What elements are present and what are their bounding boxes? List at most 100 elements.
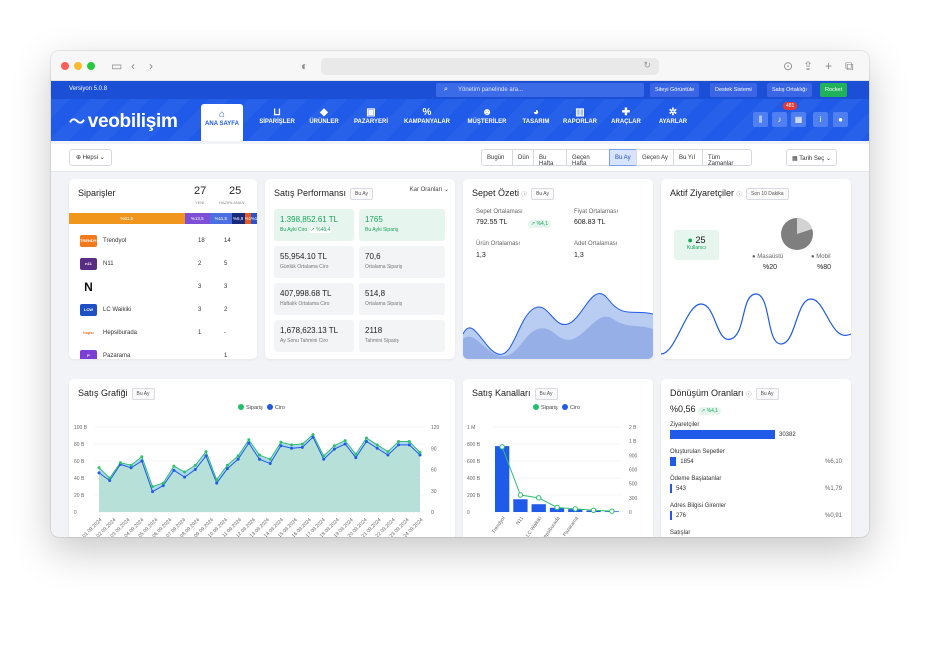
ciro-point[interactable] — [97, 471, 101, 475]
range-button-6[interactable]: Bu Yıl — [673, 149, 703, 166]
ciro-point[interactable] — [279, 444, 283, 448]
siparis-point[interactable] — [97, 466, 101, 470]
channel-bar[interactable] — [513, 499, 528, 512]
ciro-point[interactable] — [397, 443, 401, 447]
profit-select[interactable]: Kar Oranları ⌄ — [409, 187, 449, 193]
ciro-point[interactable] — [172, 468, 176, 472]
ciro-point[interactable] — [247, 441, 251, 445]
sales-chart-period[interactable]: Bu Ay — [131, 388, 155, 400]
siparis-point[interactable] — [517, 492, 524, 498]
help-icon[interactable]: ⓘ — [746, 392, 752, 398]
funnel-row[interactable]: Ödeme Başlatanlar 543 %1,79 — [670, 476, 842, 493]
ciro-point[interactable] — [365, 439, 368, 443]
nav-item-3[interactable]: ▣ PAZARYERİ — [349, 106, 393, 134]
performance-period[interactable]: Bu Ay — [350, 188, 374, 200]
marketplace-row[interactable]: n11 N11 2 5 — [78, 258, 248, 272]
ciro-point[interactable] — [225, 467, 229, 471]
rocket-button[interactable]: Rocket — [820, 83, 848, 97]
conversion-period[interactable]: Bu Ay — [755, 388, 779, 400]
share-segment[interactable]: %6,9 — [231, 213, 245, 224]
share-segment[interactable]: %1,9 — [250, 213, 257, 224]
range-button-4[interactable]: Bu Ay — [609, 149, 637, 166]
ciro-point[interactable] — [354, 456, 358, 460]
range-button-2[interactable]: Bu Hafta — [533, 149, 567, 167]
siparis-point[interactable] — [554, 504, 560, 511]
ciro-point[interactable] — [418, 453, 422, 457]
siparis-point[interactable] — [172, 464, 176, 468]
ciro-point[interactable] — [193, 468, 197, 471]
nav-item-8[interactable]: ✚ ARAÇLAR — [608, 106, 644, 134]
nav-item-6[interactable]: ◕ TASARIM — [519, 106, 553, 134]
siparis-point[interactable] — [225, 463, 229, 467]
siparis-point[interactable] — [499, 444, 505, 450]
apps-grid-button[interactable]: ▦ — [791, 112, 806, 127]
minimize-dot[interactable] — [74, 62, 82, 70]
info-button[interactable]: i — [813, 112, 828, 127]
help-icon[interactable]: ⓘ — [736, 192, 743, 198]
download-icon[interactable]: ⊙ — [783, 59, 794, 73]
nav-item-4[interactable]: % KAMPANYALAR — [400, 106, 454, 134]
marketplace-row[interactable]: LCW LC Waikiki 3 2 — [78, 304, 248, 318]
ciro-point[interactable] — [300, 445, 304, 449]
siparis-point[interactable] — [118, 461, 122, 465]
siparis-point[interactable] — [397, 439, 401, 443]
barcode-button[interactable]: ⫼ — [753, 112, 768, 127]
nav-item-0[interactable]: ⌂ ANA SAYFA — [201, 104, 243, 141]
nav-item-2[interactable]: ◆ ÜRÜNLER — [306, 106, 342, 134]
siparis-point[interactable] — [183, 470, 187, 474]
funnel-row[interactable]: Adres Bilgisi Girenler 276 %0,91 — [670, 503, 842, 520]
ciro-point[interactable] — [151, 490, 154, 494]
range-button-0[interactable]: Bugün — [481, 149, 513, 166]
share-segment[interactable]: %13,5 — [184, 213, 210, 224]
siparis-point[interactable] — [386, 450, 390, 454]
ciro-point[interactable] — [183, 475, 187, 479]
siparis-point[interactable] — [343, 439, 347, 443]
ciro-point[interactable] — [268, 462, 272, 466]
siparis-point[interactable] — [609, 508, 615, 514]
nav-item-1[interactable]: ⊔ SİPARİŞLER — [255, 106, 299, 134]
siparis-point[interactable] — [108, 476, 112, 480]
share-icon[interactable]: ⇪ — [803, 59, 814, 73]
channels-period[interactable]: Bu Ay — [534, 388, 558, 400]
marketplace-row[interactable]: N 3 3 — [78, 281, 248, 295]
siparis-point[interactable] — [375, 443, 379, 447]
address-bar[interactable]: ↻ — [321, 58, 659, 75]
marketplace-row[interactable]: hepsi Hepsiburada 1 - — [78, 327, 248, 341]
siparis-point[interactable] — [354, 452, 358, 456]
siparis-point[interactable] — [279, 440, 283, 444]
nav-item-7[interactable]: ▥ RAPORLAR — [563, 107, 597, 125]
notification-bell-icon[interactable]: ♪ — [772, 112, 787, 127]
siparis-point[interactable] — [300, 442, 304, 446]
search-input[interactable]: ⌕ Yönetim panelinde ara... — [436, 83, 644, 97]
visitors-period[interactable]: Son 10 Dakika — [746, 188, 789, 200]
forward-icon[interactable]: › — [149, 59, 153, 73]
basket-period[interactable]: Bu Ay — [531, 188, 555, 200]
nav-item-5[interactable]: ☻ MÜŞTERİLER — [463, 106, 511, 134]
user-button[interactable]: ● — [833, 112, 848, 127]
funnel-row[interactable]: Satışlar — [670, 530, 842, 537]
siparis-point[interactable] — [161, 481, 165, 485]
siparis-point[interactable] — [236, 454, 240, 458]
ciro-point[interactable] — [311, 435, 315, 439]
sidebar-icon[interactable]: ▭ — [111, 59, 123, 73]
reload-icon[interactable]: ↻ — [643, 60, 651, 70]
siparis-point[interactable] — [572, 506, 578, 512]
range-button-7[interactable]: Tüm Zamanlar — [702, 149, 752, 167]
ciro-point[interactable] — [258, 457, 261, 461]
siparis-point[interactable] — [407, 439, 411, 443]
channel-bar[interactable] — [531, 504, 546, 512]
siparis-point[interactable] — [418, 451, 422, 454]
funnel-row[interactable]: Ziyaretçiler 30382 — [670, 422, 842, 439]
ciro-point[interactable] — [215, 481, 219, 485]
ciro-point[interactable] — [343, 442, 347, 446]
share-segment[interactable]: %11,5 — [210, 213, 232, 224]
prep-orders-count[interactable]: 25 — [229, 185, 242, 197]
ciro-point[interactable] — [108, 479, 112, 483]
siparis-point[interactable] — [365, 436, 368, 440]
back-icon[interactable]: ‹ — [131, 59, 135, 73]
siparis-point[interactable] — [290, 443, 294, 447]
view-site-button[interactable]: Siteyi Görüntüle — [650, 83, 700, 97]
support-button[interactable]: Destek Sistemi — [710, 83, 757, 97]
new-tab-icon[interactable]: + — [825, 59, 833, 73]
close-dot[interactable] — [61, 62, 69, 70]
